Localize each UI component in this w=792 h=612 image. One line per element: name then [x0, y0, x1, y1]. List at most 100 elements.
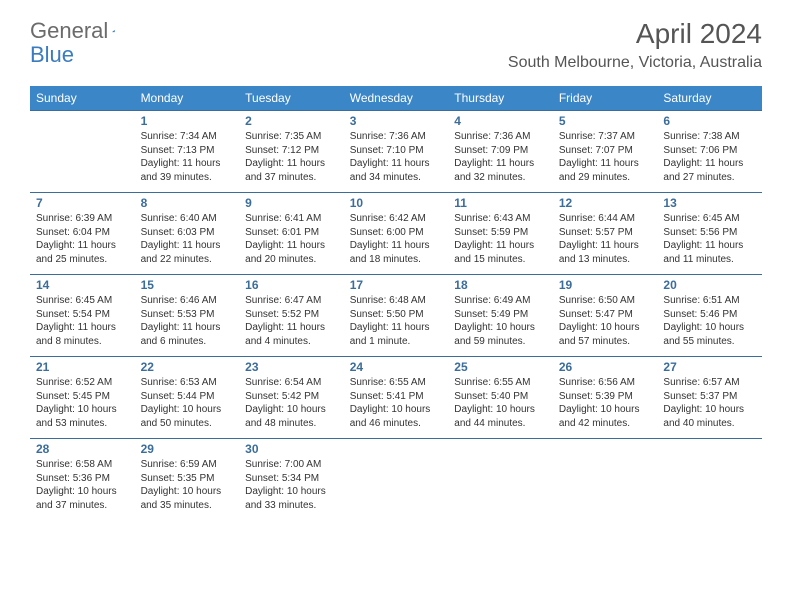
date-number: 24 — [350, 360, 443, 374]
daylight-line1: Daylight: 10 hours — [36, 485, 129, 499]
date-number: 2 — [245, 114, 338, 128]
day-cell: 15Sunrise: 6:46 AMSunset: 5:53 PMDayligh… — [135, 274, 240, 356]
location: South Melbourne, Victoria, Australia — [508, 54, 762, 72]
daylight-line1: Daylight: 11 hours — [350, 321, 443, 335]
sunrise-text: Sunrise: 7:38 AM — [663, 130, 756, 144]
daylight-line1: Daylight: 11 hours — [245, 321, 338, 335]
date-number: 7 — [36, 196, 129, 210]
date-number: 22 — [141, 360, 234, 374]
sunrise-text: Sunrise: 6:58 AM — [36, 458, 129, 472]
daylight-line1: Daylight: 10 hours — [141, 485, 234, 499]
sunrise-text: Sunrise: 7:34 AM — [141, 130, 234, 144]
daylight-line2: and 15 minutes. — [454, 253, 547, 267]
logo-part1: General — [30, 18, 108, 44]
day-info: Sunrise: 6:41 AMSunset: 6:01 PMDaylight:… — [245, 212, 338, 266]
sunrise-text: Sunrise: 6:53 AM — [141, 376, 234, 390]
date-number: 14 — [36, 278, 129, 292]
sunrise-text: Sunrise: 6:45 AM — [36, 294, 129, 308]
daylight-line2: and 29 minutes. — [559, 171, 652, 185]
day-cell: 17Sunrise: 6:48 AMSunset: 5:50 PMDayligh… — [344, 274, 449, 356]
sunrise-text: Sunrise: 6:40 AM — [141, 212, 234, 226]
sunrise-text: Sunrise: 6:44 AM — [559, 212, 652, 226]
day-info: Sunrise: 7:00 AMSunset: 5:34 PMDaylight:… — [245, 458, 338, 512]
day-info: Sunrise: 6:49 AMSunset: 5:49 PMDaylight:… — [454, 294, 547, 348]
day-info: Sunrise: 7:37 AMSunset: 7:07 PMDaylight:… — [559, 130, 652, 184]
daylight-line1: Daylight: 11 hours — [663, 239, 756, 253]
header: General April 2024 South Melbourne, Vict… — [0, 0, 792, 78]
title-block: April 2024 South Melbourne, Victoria, Au… — [508, 18, 762, 72]
day-info: Sunrise: 6:47 AMSunset: 5:52 PMDaylight:… — [245, 294, 338, 348]
daylight-line2: and 44 minutes. — [454, 417, 547, 431]
sunset-text: Sunset: 5:59 PM — [454, 226, 547, 240]
daylight-line2: and 6 minutes. — [141, 335, 234, 349]
weekday-tue: Tuesday — [239, 86, 344, 110]
empty-cell — [344, 438, 449, 520]
sunset-text: Sunset: 5:53 PM — [141, 308, 234, 322]
day-cell: 26 Sunrise: 6:56 AMSunset: 5:39 PMDayligh… — [553, 356, 658, 438]
day-cell: 3Sunrise: 7:36 AMSunset: 7:10 PMDaylight… — [344, 110, 449, 192]
day-cell: 2 Sunrise: 7:35 AMSunset: 7:12 PMDaylight… — [239, 110, 344, 192]
sunrise-text: Sunrise: 6:48 AM — [350, 294, 443, 308]
daylight-line2: and 8 minutes. — [36, 335, 129, 349]
sunset-text: Sunset: 7:12 PM — [245, 144, 338, 158]
day-info: Sunrise: 7:36 AMSunset: 7:10 PMDaylight:… — [350, 130, 443, 184]
weekday-sun: Sunday — [30, 86, 135, 110]
sunrise-text: Sunrise: 6:42 AM — [350, 212, 443, 226]
day-info: Sunrise: 6:56 AMSunset: 5:39 PMDaylight:… — [559, 376, 652, 430]
daylight-line2: and 13 minutes. — [559, 253, 652, 267]
day-info: Sunrise: 6:55 AMSunset: 5:41 PMDaylight:… — [350, 376, 443, 430]
day-info: Sunrise: 6:51 AMSunset: 5:46 PMDaylight:… — [663, 294, 756, 348]
day-cell: 24 Sunrise: 6:55 AMSunset: 5:41 PMDayligh… — [344, 356, 449, 438]
sunset-text: Sunset: 7:06 PM — [663, 144, 756, 158]
date-number: 29 — [141, 442, 234, 456]
sunset-text: Sunset: 7:09 PM — [454, 144, 547, 158]
day-cell: 23Sunrise: 6:54 AMSunset: 5:42 PMDayligh… — [239, 356, 344, 438]
sunset-text: Sunset: 5:49 PM — [454, 308, 547, 322]
daylight-line2: and 53 minutes. — [36, 417, 129, 431]
day-info: Sunrise: 6:55 AMSunset: 5:40 PMDaylight:… — [454, 376, 547, 430]
logo-part2: Blue — [30, 42, 74, 68]
sunset-text: Sunset: 5:45 PM — [36, 390, 129, 404]
day-cell: 5Sunrise: 7:37 AMSunset: 7:07 PMDaylight… — [553, 110, 658, 192]
date-number: 26 — [559, 360, 652, 374]
date-number: 11 — [454, 196, 547, 210]
weekday-sat: Saturday — [657, 86, 762, 110]
daylight-line1: Daylight: 10 hours — [141, 403, 234, 417]
daylight-line1: Daylight: 11 hours — [36, 321, 129, 335]
day-cell: 6Sunrise: 7:38 AMSunset: 7:06 PMDaylight… — [657, 110, 762, 192]
day-info: Sunrise: 7:35 AMSunset: 7:12 PMDaylight:… — [245, 130, 338, 184]
day-info: Sunrise: 6:54 AMSunset: 5:42 PMDaylight:… — [245, 376, 338, 430]
date-number: 8 — [141, 196, 234, 210]
sunset-text: Sunset: 5:34 PM — [245, 472, 338, 486]
sunset-text: Sunset: 6:01 PM — [245, 226, 338, 240]
sunset-text: Sunset: 5:42 PM — [245, 390, 338, 404]
day-cell: 28Sunrise: 6:58 AMSunset: 5:36 PMDayligh… — [30, 438, 135, 520]
daylight-line1: Daylight: 11 hours — [663, 157, 756, 171]
sunrise-text: Sunrise: 6:46 AM — [141, 294, 234, 308]
daylight-line1: Daylight: 11 hours — [454, 239, 547, 253]
day-info: Sunrise: 6:46 AMSunset: 5:53 PMDaylight:… — [141, 294, 234, 348]
day-cell: 14Sunrise: 6:45 AMSunset: 5:54 PMDayligh… — [30, 274, 135, 356]
week-row: 1Sunrise: 7:34 AMSunset: 7:13 PMDaylight… — [30, 110, 762, 192]
daylight-line2: and 33 minutes. — [245, 499, 338, 513]
daylight-line2: and 57 minutes. — [559, 335, 652, 349]
daylight-line1: Daylight: 11 hours — [141, 321, 234, 335]
day-cell: 12Sunrise: 6:44 AMSunset: 5:57 PMDayligh… — [553, 192, 658, 274]
daylight-line1: Daylight: 11 hours — [36, 239, 129, 253]
sunset-text: Sunset: 5:35 PM — [141, 472, 234, 486]
day-info: Sunrise: 6:58 AMSunset: 5:36 PMDaylight:… — [36, 458, 129, 512]
sunset-text: Sunset: 6:03 PM — [141, 226, 234, 240]
empty-cell — [30, 110, 135, 192]
date-number: 10 — [350, 196, 443, 210]
day-info: Sunrise: 6:43 AMSunset: 5:59 PMDaylight:… — [454, 212, 547, 266]
week-row: 14Sunrise: 6:45 AMSunset: 5:54 PMDayligh… — [30, 274, 762, 356]
daylight-line2: and 4 minutes. — [245, 335, 338, 349]
date-number: 27 — [663, 360, 756, 374]
daylight-line1: Daylight: 10 hours — [663, 321, 756, 335]
daylight-line2: and 1 minute. — [350, 335, 443, 349]
sunset-text: Sunset: 5:44 PM — [141, 390, 234, 404]
date-number: 17 — [350, 278, 443, 292]
sunrise-text: Sunrise: 7:35 AM — [245, 130, 338, 144]
sunrise-text: Sunrise: 6:43 AM — [454, 212, 547, 226]
daylight-line2: and 32 minutes. — [454, 171, 547, 185]
